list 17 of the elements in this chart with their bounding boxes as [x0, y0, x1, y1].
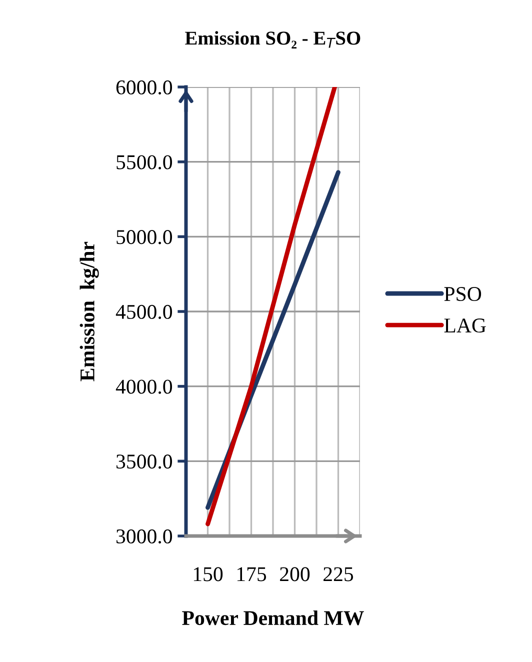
x-tick-label: 150	[194, 567, 223, 582]
x-tick-label: 200	[280, 567, 310, 582]
y-tick-label: 3500.0	[116, 454, 172, 469]
chart-title: Emission SO₂ - E$_{T}$SO	[185, 31, 360, 48]
x-tick-label: 175	[237, 567, 266, 582]
y-tick-label: 5000.0	[116, 230, 172, 244]
y-tick-label: 4500.0	[116, 304, 172, 320]
y-tick-label: 3000.0	[116, 529, 172, 544]
line-series	[206, 87, 337, 526]
legend-label: PSO	[444, 287, 482, 302]
x-tick-label: 225	[324, 567, 354, 582]
y-tick-label: 6000.0	[116, 80, 172, 95]
y-axis-title: Emission kg/hr	[80, 242, 99, 382]
y-tick-label: 4000.0	[116, 380, 172, 394]
y-tick-label: 5500.0	[116, 155, 172, 170]
legend-label: LAG	[444, 318, 486, 333]
x-axis-title: Power Demand MW	[182, 610, 364, 626]
